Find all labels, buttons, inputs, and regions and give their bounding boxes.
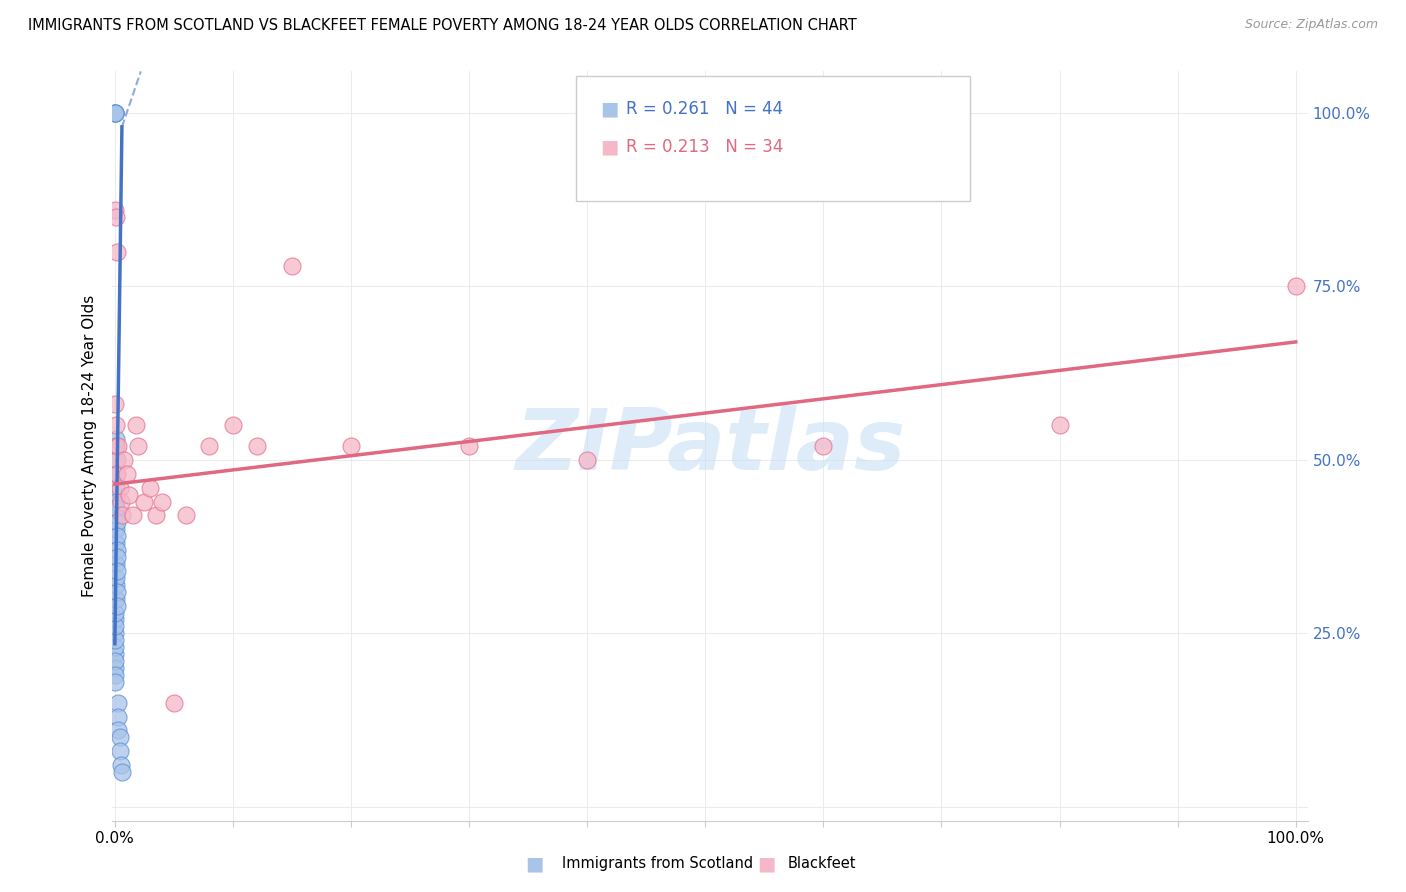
Text: IMMIGRANTS FROM SCOTLAND VS BLACKFEET FEMALE POVERTY AMONG 18-24 YEAR OLDS CORRE: IMMIGRANTS FROM SCOTLAND VS BLACKFEET FE…	[28, 18, 856, 33]
Point	[104, 633, 127, 648]
Point	[121, 508, 143, 523]
Point	[104, 508, 127, 523]
Text: ■: ■	[600, 99, 619, 119]
Point	[105, 501, 128, 516]
Point	[107, 439, 129, 453]
Point	[163, 696, 186, 710]
Point	[105, 584, 128, 599]
Text: ■: ■	[524, 854, 544, 873]
Point	[105, 564, 128, 578]
Point	[104, 397, 127, 411]
Point	[118, 487, 141, 501]
Text: R = 0.261   N = 44: R = 0.261 N = 44	[626, 100, 783, 118]
Text: ZIPatlas: ZIPatlas	[515, 404, 905, 488]
Point	[107, 599, 129, 613]
Point	[104, 203, 127, 218]
Point	[458, 439, 481, 453]
Point	[108, 744, 131, 758]
Point	[105, 516, 128, 530]
Point	[110, 494, 132, 508]
Point	[813, 439, 835, 453]
Point	[104, 668, 127, 682]
Point	[107, 696, 129, 710]
Point	[127, 439, 149, 453]
Point	[105, 529, 128, 543]
Point	[104, 106, 127, 120]
Point	[115, 467, 138, 481]
Point	[222, 418, 245, 433]
Point	[108, 481, 131, 495]
Point	[104, 522, 127, 536]
Point	[105, 453, 128, 467]
Point	[104, 418, 127, 433]
Text: R = 0.213   N = 34: R = 0.213 N = 34	[626, 138, 783, 156]
Y-axis label: Female Poverty Among 18-24 Year Olds: Female Poverty Among 18-24 Year Olds	[82, 295, 97, 597]
Point	[107, 723, 129, 738]
Point	[104, 626, 127, 640]
Point	[104, 106, 127, 120]
Point	[105, 487, 128, 501]
Point	[134, 494, 156, 508]
Point	[111, 508, 134, 523]
Point	[105, 467, 128, 481]
Point	[105, 481, 128, 495]
Text: Blackfeet: Blackfeet	[787, 856, 856, 871]
Point	[281, 259, 304, 273]
Point	[104, 571, 127, 585]
Point	[1285, 279, 1308, 293]
Point	[104, 640, 127, 655]
Point	[104, 647, 127, 661]
Point	[108, 731, 131, 745]
Point	[105, 549, 128, 564]
Point	[105, 210, 128, 224]
Point	[105, 439, 128, 453]
Point	[104, 612, 127, 626]
Point	[139, 481, 162, 495]
Point	[112, 453, 135, 467]
Point	[174, 508, 197, 523]
Point	[111, 765, 134, 780]
Point	[104, 654, 127, 668]
Point	[105, 453, 128, 467]
Point	[104, 661, 127, 675]
Point	[1049, 418, 1071, 433]
Point	[104, 619, 127, 633]
Point	[340, 439, 363, 453]
Point	[576, 453, 599, 467]
Point	[104, 606, 127, 620]
Point	[104, 557, 127, 571]
Point	[105, 432, 128, 446]
Point	[105, 244, 128, 259]
Point	[105, 439, 128, 453]
Point	[105, 494, 128, 508]
Text: Source: ZipAtlas.com: Source: ZipAtlas.com	[1244, 18, 1378, 31]
Point	[104, 106, 127, 120]
Text: ■: ■	[756, 854, 776, 873]
Point	[198, 439, 221, 453]
Point	[104, 106, 127, 120]
Text: ■: ■	[600, 137, 619, 157]
Point	[245, 439, 267, 453]
Point	[145, 508, 167, 523]
Point	[150, 494, 173, 508]
Point	[105, 543, 128, 558]
Point	[104, 591, 127, 606]
Point	[110, 758, 132, 772]
Point	[104, 536, 127, 550]
Point	[104, 674, 127, 689]
Text: Immigrants from Scotland: Immigrants from Scotland	[562, 856, 754, 871]
Point	[104, 578, 127, 592]
Point	[125, 418, 148, 433]
Point	[105, 467, 128, 481]
Point	[107, 709, 129, 723]
